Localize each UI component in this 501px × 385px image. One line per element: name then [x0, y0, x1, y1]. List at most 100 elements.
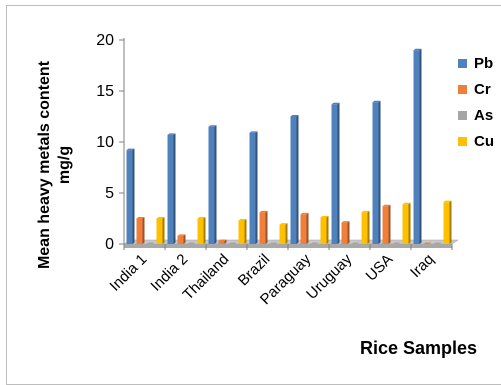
bar-cr-india-1-top [136, 217, 145, 219]
bar-as-brazil-top [269, 242, 278, 244]
bar-cu-uruguay [361, 212, 368, 244]
bar-cr-brazil-top [259, 210, 268, 213]
bar-as-uruguay-top [351, 242, 360, 244]
y-axis-label-line-2: mg/g [56, 145, 73, 185]
bar-pb-brazil-top [249, 131, 258, 133]
bar-as-iraq-top [433, 242, 442, 244]
bar-as-usa-top [392, 242, 401, 244]
bar-pb-thailand-top [208, 125, 217, 127]
bar-cu-brazil-top [279, 223, 288, 225]
y-tick-label-10: 10 [96, 134, 114, 151]
bar-pb-india-2-side [173, 133, 176, 244]
legend-item-cr: Cr [458, 76, 494, 102]
bar-as-india-1-top [146, 242, 155, 244]
y-tick-label-0: 0 [105, 236, 114, 253]
bar-cu-india-1-top [156, 217, 165, 219]
bar-cu-paraguay-top [320, 215, 329, 218]
bar-pb-india-2-top [167, 133, 176, 135]
y-tick-label-15: 15 [96, 83, 114, 100]
bar-cu-india-1 [156, 218, 163, 244]
bar-cr-thailand-top [218, 239, 227, 241]
bar-cr-brazil-side [265, 210, 268, 244]
legend-label-cr: Cr [474, 80, 491, 98]
bar-pb-thailand-side [214, 125, 217, 244]
bar-cr-paraguay-top [300, 212, 309, 215]
bar-cu-india-2-side [203, 217, 206, 244]
bar-cu-india-2-top [197, 217, 206, 219]
legend-item-pb: Pb [458, 50, 494, 76]
legend-label-as: As [474, 106, 494, 124]
bar-cu-india-2 [197, 218, 204, 244]
bar-cr-india-2-side [183, 234, 186, 244]
legend-swatch-pb [458, 58, 467, 68]
bar-cu-india-1-side [162, 217, 165, 244]
bar-cr-thailand-side [224, 239, 227, 244]
bar-cu-usa [402, 204, 409, 244]
bar-cr-india-2-top [177, 234, 186, 236]
bar-cr-usa-side [388, 204, 391, 244]
bar-pb-usa [372, 102, 379, 244]
bar-cr-paraguay [300, 214, 307, 244]
bar-cr-india-1-side [142, 217, 145, 244]
bar-cu-iraq-side [449, 200, 452, 244]
legend-swatch-as [458, 110, 467, 120]
bar-pb-uruguay-top [331, 102, 340, 105]
bar-pb-india-1 [126, 150, 133, 244]
bar-cu-uruguay-top [361, 210, 370, 213]
bar-pb-brazil-side [255, 131, 258, 244]
bar-pb-paraguay [290, 116, 297, 244]
bar-cu-thailand [238, 220, 245, 244]
bar-pb-usa-side [378, 100, 381, 244]
bar-cr-paraguay-side [306, 212, 309, 244]
bar-as-india-2-top [187, 242, 196, 244]
legend-label-pb: Pb [474, 54, 494, 72]
bar-cu-usa-top [402, 202, 411, 205]
legend-label-cu: Cu [474, 132, 494, 150]
bar-as-thailand-top [228, 242, 237, 244]
legend-swatch-cr [458, 84, 467, 94]
bar-cu-iraq [443, 202, 450, 244]
bar-pb-brazil [249, 132, 256, 244]
bar-pb-uruguay-side [337, 102, 340, 244]
bar-cr-thailand [218, 240, 225, 244]
bar-cu-paraguay-side [326, 215, 329, 244]
bar-pb-india-2 [167, 134, 174, 244]
bar-cu-thailand-top [238, 219, 247, 221]
y-axis-label-line-1: Mean heavy metals content [36, 60, 53, 270]
bar-cu-usa-side [408, 202, 411, 244]
bar-cr-brazil [259, 212, 266, 244]
bar-pb-paraguay-side [296, 115, 299, 244]
legend-item-cu: Cu [458, 128, 494, 154]
bar-cr-uruguay [341, 222, 348, 244]
legend-swatch-cu [458, 136, 467, 146]
bar-pb-india-1-top [126, 148, 135, 151]
bar-cr-uruguay-top [341, 221, 350, 223]
bar-pb-iraq-top [413, 48, 422, 51]
bar-cr-india-1 [136, 218, 143, 244]
bar-pb-paraguay-top [290, 115, 299, 117]
bar-pb-india-1-side [132, 148, 135, 244]
legend: Pb Cr As Cu [458, 50, 494, 154]
bar-cu-iraq-top [443, 200, 452, 203]
bar-cu-thailand-side [244, 219, 247, 244]
bar-cu-brazil [279, 224, 286, 244]
chart-border [6, 5, 501, 385]
bar-pb-thailand [208, 126, 215, 244]
bar-pb-uruguay [331, 104, 338, 244]
bar-cr-iraq-top [423, 242, 432, 244]
bar-cu-uruguay-side [367, 210, 370, 244]
bar-pb-iraq [413, 50, 420, 245]
bar-as-paraguay-top [310, 242, 319, 244]
bar-cr-usa [382, 206, 389, 244]
y-tick-label-5: 5 [105, 185, 114, 202]
bar-cu-brazil-side [285, 223, 288, 244]
bar-pb-iraq-side [419, 48, 422, 245]
bar-cr-india-2 [177, 235, 184, 244]
y-axis-label: Mean heavy metals content mg/g [35, 15, 75, 315]
bar-cr-usa-top [382, 204, 391, 207]
bar-cu-paraguay [320, 217, 327, 244]
bar-cr-uruguay-side [347, 221, 350, 244]
bar-pb-usa-top [372, 100, 381, 103]
x-axis-label: Rice Samples [360, 338, 478, 358]
